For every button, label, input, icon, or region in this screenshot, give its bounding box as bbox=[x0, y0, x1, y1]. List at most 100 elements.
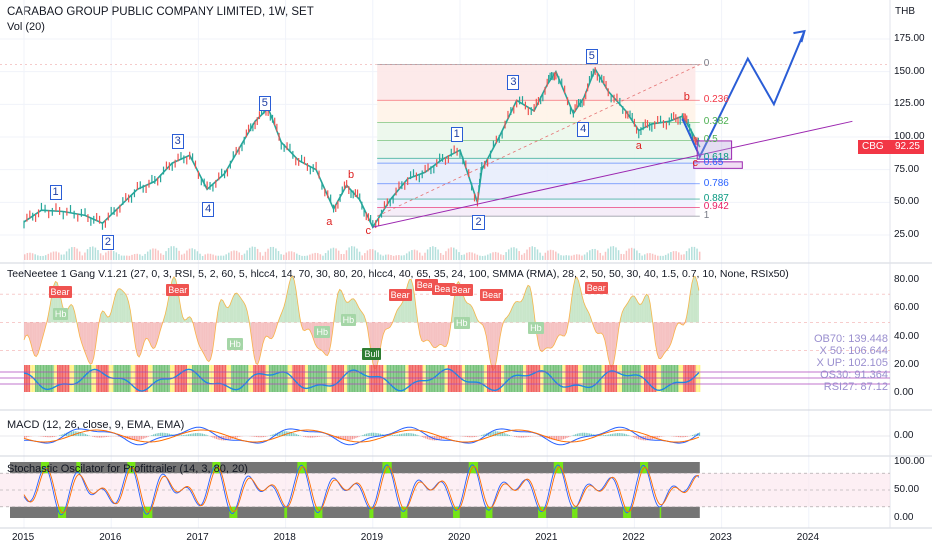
volume-bar bbox=[458, 252, 460, 260]
volume-bar bbox=[521, 254, 523, 260]
macd-hist bbox=[72, 431, 75, 436]
stoch-signal bbox=[659, 506, 662, 518]
osc-hist bbox=[224, 365, 227, 392]
osc-hist bbox=[290, 365, 293, 392]
osc-fill bbox=[30, 322, 33, 351]
volume-bar bbox=[246, 250, 248, 260]
volume-bar bbox=[89, 246, 91, 260]
osc-fill bbox=[135, 322, 138, 356]
volume-bar bbox=[426, 249, 429, 260]
macd-hist bbox=[463, 436, 465, 437]
volume-bar bbox=[515, 248, 518, 260]
osc-hist bbox=[237, 365, 239, 392]
osc-tag: Hb bbox=[227, 338, 243, 350]
osc-fill bbox=[102, 310, 105, 323]
volume-bar bbox=[479, 255, 481, 260]
volume-bar bbox=[65, 251, 68, 260]
osc-hist bbox=[66, 365, 68, 392]
stoch-signal bbox=[77, 462, 80, 474]
osc-hist bbox=[399, 365, 401, 392]
osc-fill bbox=[550, 322, 553, 349]
macd-hist bbox=[161, 432, 163, 436]
osc-hist bbox=[672, 365, 674, 392]
osc-hist bbox=[326, 365, 329, 392]
osc-hist bbox=[461, 365, 464, 392]
macd-hist bbox=[170, 434, 172, 436]
volume-bar bbox=[445, 251, 447, 260]
osc-hist bbox=[317, 365, 319, 392]
osc-hist bbox=[155, 365, 158, 392]
macd-hist bbox=[187, 434, 190, 436]
stoch-signal bbox=[454, 506, 456, 518]
osc-fill bbox=[644, 294, 647, 323]
osc-tag: Hb bbox=[52, 308, 69, 320]
macd-hist bbox=[44, 436, 47, 438]
osc-hist bbox=[625, 365, 627, 392]
stoch-signal bbox=[59, 506, 61, 518]
wave-label: 1 bbox=[450, 127, 463, 143]
stoch-signal bbox=[234, 506, 237, 518]
macd-hist bbox=[573, 434, 575, 436]
macd-hist bbox=[606, 434, 608, 436]
macd-hist bbox=[695, 433, 697, 436]
volume-bar bbox=[178, 250, 180, 260]
osc-hist bbox=[573, 365, 575, 392]
osc-fill bbox=[693, 276, 696, 323]
osc-hist bbox=[389, 365, 392, 392]
macd-hist bbox=[601, 435, 603, 436]
macd-hist bbox=[60, 434, 62, 436]
osc-hist bbox=[686, 365, 688, 392]
volume-bar bbox=[505, 252, 507, 260]
osc-fill bbox=[383, 322, 386, 335]
macd-hist bbox=[374, 432, 376, 436]
osc-hist bbox=[598, 365, 600, 392]
macd-hist bbox=[391, 435, 394, 436]
osc-hist bbox=[626, 365, 629, 392]
osc-hist bbox=[127, 365, 129, 392]
osc-hist bbox=[44, 365, 46, 392]
macd-hist bbox=[304, 436, 306, 438]
stoch-signal bbox=[314, 506, 316, 518]
macd-hist bbox=[651, 436, 654, 440]
osc-fill bbox=[133, 322, 136, 348]
volume-bar bbox=[447, 248, 450, 260]
volume-bar bbox=[26, 252, 29, 260]
osc-hist bbox=[180, 365, 183, 392]
osc-hist bbox=[239, 365, 241, 392]
osc-hist bbox=[654, 365, 657, 392]
osc-hist bbox=[684, 365, 687, 392]
volume-bar bbox=[126, 255, 128, 260]
osc-hist bbox=[567, 365, 569, 392]
volume-bar bbox=[492, 252, 494, 260]
time-tick: 2023 bbox=[709, 532, 732, 543]
osc-hist bbox=[394, 365, 396, 392]
osc-fill bbox=[140, 322, 143, 354]
volume-bar bbox=[573, 254, 575, 260]
macd-hist bbox=[493, 431, 495, 436]
osc-hist bbox=[193, 365, 195, 392]
osc-hist bbox=[603, 365, 605, 392]
osc-hist bbox=[325, 365, 327, 392]
fib-label: 0.786 bbox=[703, 177, 729, 189]
macd-hist bbox=[168, 433, 170, 436]
osc-fill bbox=[437, 322, 440, 347]
osc-hist bbox=[289, 365, 291, 392]
stoch-signal bbox=[370, 506, 373, 518]
macd-hist bbox=[388, 435, 390, 436]
macd-hist bbox=[196, 433, 198, 436]
osc-fill bbox=[228, 305, 230, 323]
osc-hist bbox=[436, 365, 439, 392]
osc-fill bbox=[526, 285, 529, 323]
volume-bar bbox=[531, 246, 534, 260]
osc-tag: Bull bbox=[362, 348, 382, 360]
osc-hist bbox=[60, 365, 62, 392]
macd-hist bbox=[41, 436, 43, 437]
volume-bar bbox=[421, 255, 424, 260]
osc-hist bbox=[518, 365, 520, 392]
macd-tick: 0.00 bbox=[894, 430, 914, 441]
macd-hist bbox=[276, 432, 279, 436]
volume-bar bbox=[188, 248, 191, 260]
osc-hist bbox=[83, 365, 86, 392]
macd-hist bbox=[528, 436, 530, 437]
